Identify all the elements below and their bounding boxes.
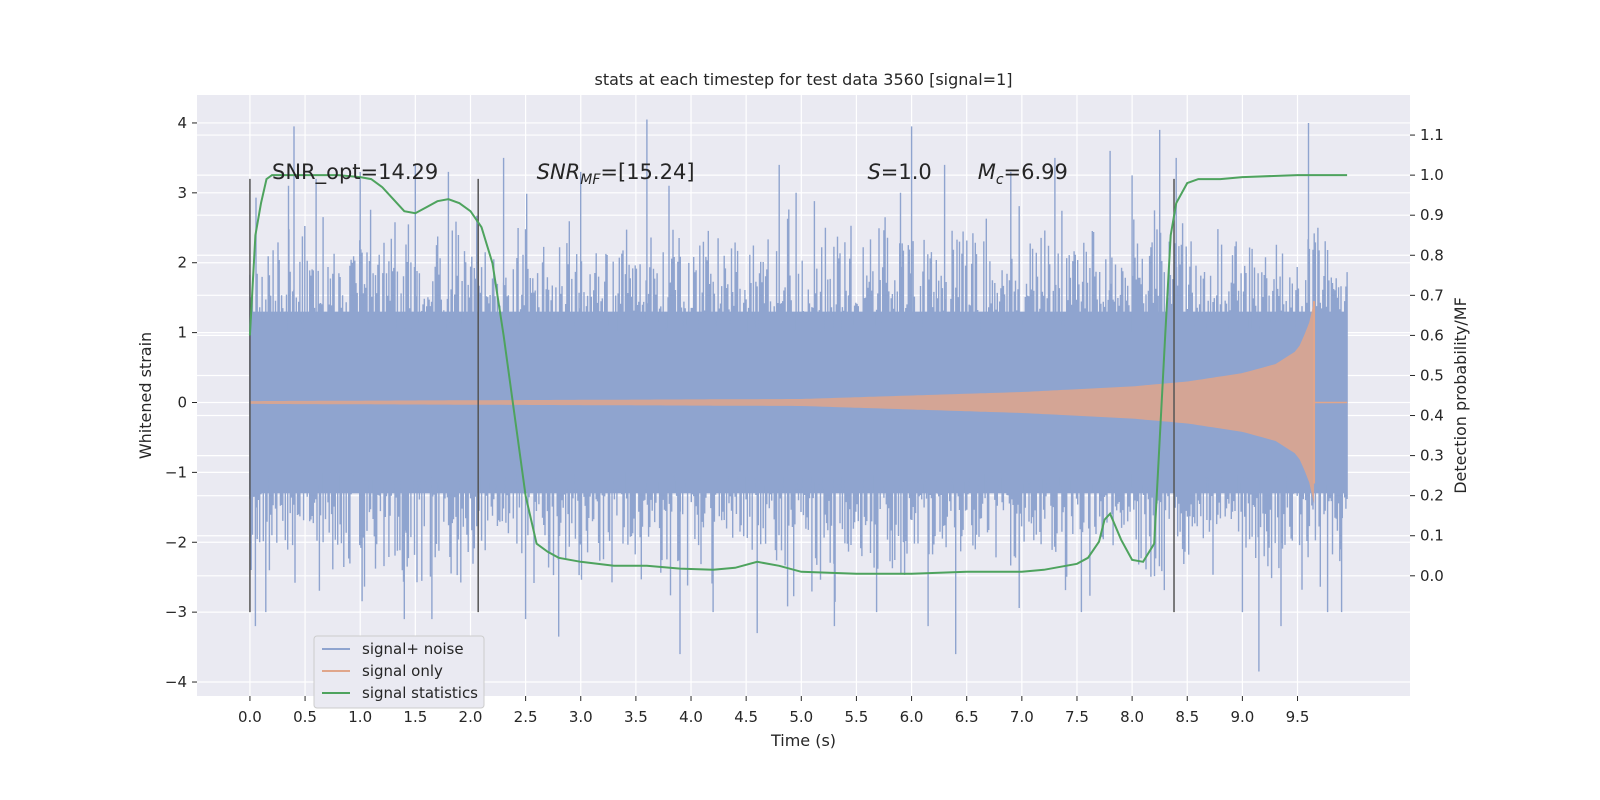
annotation-part: =1.0 bbox=[881, 160, 932, 184]
x-tick-label: 8.0 bbox=[1120, 708, 1144, 726]
annotation-part: M bbox=[978, 160, 996, 184]
x-tick-label: 1.0 bbox=[348, 708, 372, 726]
x-tick-label: 9.0 bbox=[1230, 708, 1254, 726]
series-signal-statistics bbox=[248, 174, 1348, 575]
legend: signal+ noise signal only signal statist… bbox=[313, 635, 485, 709]
stats-line bbox=[248, 174, 1348, 575]
y-tick-label: −1 bbox=[165, 463, 187, 481]
y-tick-label: 2 bbox=[177, 254, 187, 272]
x-tick-label: 5.0 bbox=[789, 708, 813, 726]
y-tick-label: 3 bbox=[177, 184, 187, 202]
x-tick-label: 6.0 bbox=[900, 708, 924, 726]
y-axis-ticks: −4 −3 −2 −1 0 1 2 3 4 bbox=[165, 114, 197, 691]
y2-tick-label: 0.2 bbox=[1420, 487, 1444, 505]
y2-tick-label: 0.4 bbox=[1420, 407, 1444, 425]
x-tick-label: 0.5 bbox=[293, 708, 317, 726]
annotation-part: S bbox=[867, 160, 880, 184]
x-axis-label: Time (s) bbox=[770, 731, 836, 750]
y2-axis-label: Detection probability/MF bbox=[1451, 297, 1470, 494]
annotation-text: SNRMF=[15.24] bbox=[537, 160, 695, 188]
y2-tick-label: 1.1 bbox=[1420, 126, 1444, 144]
x-tick-label: 4.5 bbox=[734, 708, 758, 726]
annotation-text: Mc=6.99 bbox=[978, 160, 1068, 188]
x-tick-label: 7.0 bbox=[1010, 708, 1034, 726]
x-tick-label: 4.0 bbox=[679, 708, 703, 726]
x-axis-ticks: 0.0 0.5 1.0 1.5 2.0 2.5 3.0 3.5 4.0 4.5 5.0 5.5 6.0 6… bbox=[238, 696, 1309, 726]
annotation-text: SNR_opt=14.29 bbox=[272, 160, 438, 185]
legend-box bbox=[313, 635, 485, 709]
x-tick-label: 0.0 bbox=[238, 708, 262, 726]
y-tick-label: 4 bbox=[177, 114, 187, 132]
y2-tick-label: 0.7 bbox=[1420, 286, 1444, 304]
x-tick-label: 5.5 bbox=[845, 708, 869, 726]
annotation-part: MF bbox=[580, 172, 601, 188]
y2-tick-label: 0.1 bbox=[1420, 527, 1444, 545]
y-tick-label: −2 bbox=[165, 533, 187, 551]
y2-tick-label: 0.9 bbox=[1420, 206, 1444, 224]
y2-tick-label: 0.8 bbox=[1420, 246, 1444, 264]
series-signal-only bbox=[249, 301, 1348, 504]
x-tick-label: 3.5 bbox=[624, 708, 648, 726]
annotations: SNR_opt=14.29 SNRMF=[15.24] S=1.0 Mc=6.99 bbox=[272, 160, 1068, 188]
y2-tick-label: 0.3 bbox=[1420, 447, 1444, 465]
x-tick-label: 3.0 bbox=[569, 708, 593, 726]
y-tick-label: −3 bbox=[165, 603, 187, 621]
y-axis-label: Whitened strain bbox=[136, 332, 155, 459]
y2-tick-label: 0.5 bbox=[1420, 366, 1444, 384]
annotation-part: =6.99 bbox=[1004, 160, 1068, 184]
x-tick-label: 1.5 bbox=[403, 708, 427, 726]
annotation-part: =[15.24] bbox=[600, 160, 694, 184]
annotation-part: c bbox=[996, 172, 1004, 188]
x-tick-label: 6.5 bbox=[955, 708, 979, 726]
y2-tick-label: 0.6 bbox=[1420, 326, 1444, 344]
y2-tick-label: 1.0 bbox=[1420, 166, 1444, 184]
legend-entry-signal-noise: signal+ noise bbox=[362, 640, 464, 658]
y-tick-label: 0 bbox=[177, 393, 187, 411]
x-tick-label: 2.5 bbox=[514, 708, 538, 726]
chart-title: stats at each timestep for test data 356… bbox=[594, 70, 1012, 89]
x-tick-label: 9.5 bbox=[1286, 708, 1310, 726]
annotation-text: S=1.0 bbox=[867, 160, 931, 184]
y-tick-label: −4 bbox=[165, 673, 187, 691]
signal-envelope bbox=[249, 301, 1315, 504]
legend-entry-signal-statistics: signal statistics bbox=[362, 684, 478, 702]
legend-entry-signal-only: signal only bbox=[362, 662, 443, 680]
vertical-markers bbox=[249, 178, 1175, 613]
x-tick-label: 8.5 bbox=[1175, 708, 1199, 726]
y2-tick-label: 0.0 bbox=[1420, 567, 1444, 585]
annotation-part: SNR bbox=[537, 160, 581, 184]
y-tick-label: 1 bbox=[177, 324, 187, 342]
y2-axis-ticks: 0.0 0.1 0.2 0.3 0.4 0.5 0.6 0.7 0.8 0.9 1.0 1.1 bbox=[1410, 126, 1444, 585]
x-tick-label: 2.0 bbox=[459, 708, 483, 726]
annotation-part: SNR_opt=14.29 bbox=[272, 160, 438, 185]
x-tick-label: 7.5 bbox=[1065, 708, 1089, 726]
